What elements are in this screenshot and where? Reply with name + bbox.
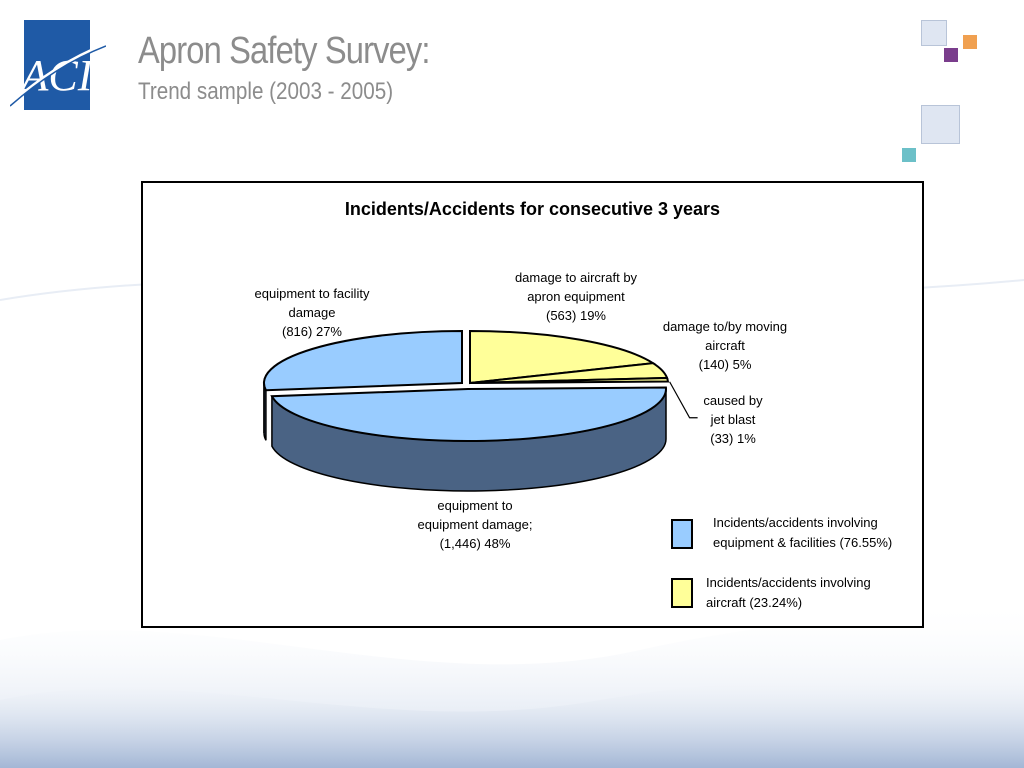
label-line: (563) 19% bbox=[546, 308, 606, 323]
slice-label-equipment-to-facility: equipment to facility damage (816) 27% bbox=[227, 284, 397, 341]
label-line: damage to/by moving bbox=[662, 319, 788, 334]
label-line: caused by bbox=[703, 393, 763, 408]
label-line: equipment damage; bbox=[417, 517, 533, 532]
slice-label-aircraft-by-apron-equipment: damage to aircraft by apron equipment (5… bbox=[491, 268, 661, 325]
deco-square-orange bbox=[963, 35, 977, 49]
slice-label-equipment-to-equipment: equipment to equipment damage; (1,446) 4… bbox=[375, 496, 575, 553]
label-line: damage bbox=[288, 305, 336, 320]
label-line: equipment to bbox=[437, 498, 513, 513]
pie-chart bbox=[263, 329, 698, 492]
chart-frame: Incidents/Accidents for consecutive 3 ye… bbox=[141, 181, 924, 628]
pie-slice bbox=[469, 329, 657, 385]
chart-title: Incidents/Accidents for consecutive 3 ye… bbox=[344, 199, 721, 219]
leader-line-jet-blast bbox=[669, 381, 698, 419]
legend-swatch-yellow bbox=[671, 578, 693, 608]
label-line: (1,446) 48% bbox=[439, 536, 511, 551]
label-line: (33) 1% bbox=[710, 431, 756, 446]
aci-logo: ACI bbox=[10, 20, 106, 110]
slice-label-jet-blast: caused by jet blast (33) 1% bbox=[683, 391, 783, 448]
pie-slice bbox=[263, 329, 463, 392]
label-line: (816) 27% bbox=[282, 324, 342, 339]
label-line: (140) 5% bbox=[698, 357, 752, 372]
label-line: aircraft bbox=[705, 338, 745, 353]
pie-slice bbox=[469, 376, 670, 384]
label-line: equipment to facility bbox=[254, 286, 370, 301]
deco-square-light-large bbox=[921, 105, 960, 144]
deco-square-teal bbox=[902, 148, 916, 162]
legend-swatch-blue bbox=[671, 519, 693, 549]
deco-square-purple bbox=[944, 48, 958, 62]
pie-slice bbox=[270, 386, 667, 442]
deco-square-light bbox=[921, 20, 947, 46]
slice-label-moving-aircraft: damage to/by moving aircraft (140) 5% bbox=[647, 317, 803, 374]
label-line: jet blast bbox=[710, 412, 756, 427]
slide-title: Apron Safety Survey: bbox=[138, 30, 430, 72]
legend-label: Incidents/accidents involving equipment … bbox=[713, 515, 893, 550]
logo-text: ACI bbox=[19, 51, 95, 100]
label-line: apron equipment bbox=[527, 289, 625, 304]
label-line: damage to aircraft by bbox=[514, 270, 638, 285]
legend-label: Incidents/accidents involving aircraft (… bbox=[706, 575, 871, 610]
slide-subtitle: Trend sample (2003 - 2005) bbox=[138, 78, 394, 105]
